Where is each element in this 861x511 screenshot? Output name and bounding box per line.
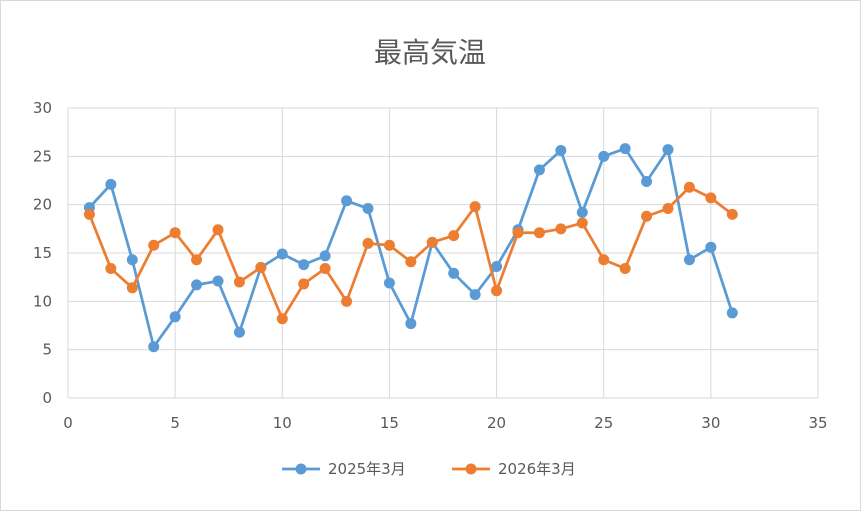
data-point xyxy=(512,227,524,239)
data-point xyxy=(726,307,738,319)
data-point xyxy=(233,326,245,338)
legend-marker xyxy=(465,463,477,475)
data-point xyxy=(212,224,224,236)
data-point xyxy=(105,178,117,190)
data-point xyxy=(148,341,160,353)
x-tick-label: 20 xyxy=(487,414,506,432)
data-point xyxy=(148,239,160,251)
y-tick-label: 5 xyxy=(42,341,52,359)
data-point xyxy=(533,227,545,239)
data-point xyxy=(341,195,353,207)
data-point xyxy=(105,262,117,274)
data-point xyxy=(383,239,395,251)
y-tick-label: 10 xyxy=(33,292,52,310)
data-point xyxy=(576,206,588,218)
data-point xyxy=(555,145,567,157)
x-tick-label: 25 xyxy=(594,414,613,432)
data-point xyxy=(383,277,395,289)
data-point xyxy=(426,236,438,248)
y-tick-label: 0 xyxy=(42,389,52,407)
data-point xyxy=(191,279,203,291)
data-point xyxy=(662,144,674,156)
legend-item-1: 2025年3月 xyxy=(282,460,406,478)
data-point xyxy=(705,241,717,253)
data-point xyxy=(448,267,460,279)
data-point xyxy=(683,181,695,193)
data-point xyxy=(405,318,417,330)
x-tick-label: 15 xyxy=(380,414,399,432)
legend-marker xyxy=(295,463,307,475)
data-point xyxy=(298,278,310,290)
data-point xyxy=(469,201,481,213)
data-point xyxy=(319,262,331,274)
data-point xyxy=(341,295,353,307)
data-point xyxy=(191,254,203,266)
data-point xyxy=(126,254,138,266)
legend-label: 2026年3月 xyxy=(498,460,576,478)
data-point xyxy=(319,250,331,262)
data-point xyxy=(169,311,181,323)
x-tick-label: 10 xyxy=(273,414,292,432)
data-point xyxy=(662,203,674,215)
data-point xyxy=(276,313,288,325)
data-point xyxy=(83,208,95,220)
data-point xyxy=(491,261,503,273)
data-point xyxy=(705,192,717,204)
x-tick-label: 0 xyxy=(63,414,73,432)
data-point xyxy=(555,223,567,235)
legend-label: 2025年3月 xyxy=(328,460,406,478)
data-point xyxy=(598,150,610,162)
chart-title: 最高気温 xyxy=(374,36,486,69)
data-point xyxy=(641,210,653,222)
legend: 2025年3月 2026年3月 xyxy=(282,460,576,478)
data-point xyxy=(619,262,631,274)
data-point xyxy=(405,256,417,268)
x-tick-label: 35 xyxy=(808,414,827,432)
data-point xyxy=(641,175,653,187)
data-point xyxy=(126,282,138,294)
data-point xyxy=(491,285,503,297)
data-point xyxy=(576,217,588,229)
y-tick-label: 30 xyxy=(33,99,52,117)
data-point xyxy=(533,164,545,176)
data-point xyxy=(212,275,224,287)
series-1 xyxy=(83,143,738,353)
series-2 xyxy=(83,181,738,325)
data-point xyxy=(448,230,460,242)
data-point xyxy=(598,254,610,266)
data-point xyxy=(169,227,181,239)
data-point xyxy=(255,262,267,273)
data-point xyxy=(726,208,738,220)
axes: 0 5 10 15 20 25 30 0 5 10 15 20 25 30 35 xyxy=(33,99,828,432)
data-point xyxy=(469,289,481,301)
data-point xyxy=(619,143,631,155)
data-point xyxy=(362,237,374,249)
y-tick-label: 15 xyxy=(33,244,52,262)
data-point xyxy=(683,254,695,266)
y-tick-label: 25 xyxy=(33,147,52,165)
legend-item-2: 2026年3月 xyxy=(452,460,576,478)
y-tick-label: 20 xyxy=(33,196,52,214)
x-tick-label: 5 xyxy=(170,414,180,432)
data-point xyxy=(362,203,374,215)
x-tick-label: 30 xyxy=(701,414,720,432)
gridlines xyxy=(67,107,819,399)
data-point xyxy=(298,259,310,271)
data-point xyxy=(276,248,288,260)
series-layer xyxy=(83,143,738,353)
data-point xyxy=(233,276,245,288)
